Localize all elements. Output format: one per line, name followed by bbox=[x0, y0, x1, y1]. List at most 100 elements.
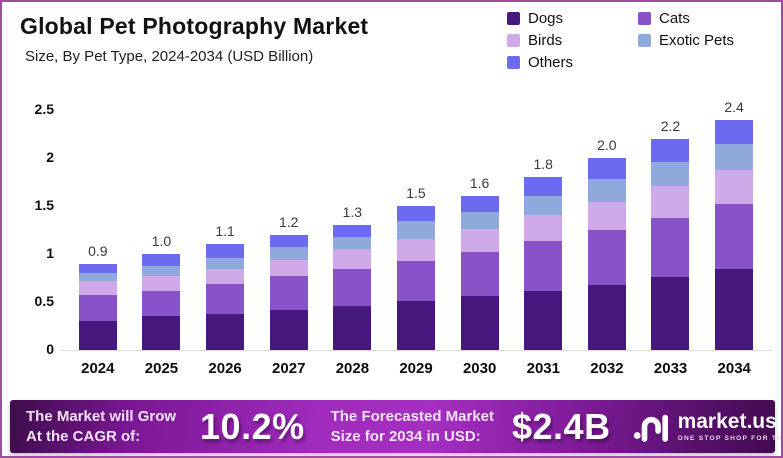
forecast-label-line2: Size for 2034 in USD: bbox=[330, 427, 481, 445]
logo-text-block: market.us ONE STOP SHOP FOR THE REPORTS bbox=[677, 410, 783, 442]
bar-total-label: 1.2 bbox=[278, 213, 299, 230]
bar-2029: 1.5 bbox=[396, 98, 435, 350]
bar-total-label: 1.3 bbox=[342, 204, 363, 221]
bar-total-label: 1.5 bbox=[406, 184, 426, 201]
bar-segment-others bbox=[142, 254, 181, 266]
bar-segment-cats bbox=[269, 276, 308, 310]
bar-segment-others bbox=[460, 196, 499, 212]
x-tick-label: 2029 bbox=[399, 360, 433, 377]
bar-segment-exotic-pets bbox=[142, 265, 181, 277]
bar-segment-others bbox=[587, 158, 626, 180]
bar-segment-others bbox=[78, 263, 117, 274]
bar-segment-cats bbox=[142, 290, 181, 317]
bar-segment-exotic-pets bbox=[715, 143, 754, 170]
bar-segment-cats bbox=[651, 217, 690, 277]
bar-segment-others bbox=[396, 205, 435, 222]
bar-segment-others bbox=[206, 244, 245, 258]
bar-segment-birds bbox=[396, 238, 435, 261]
bar-segment-exotic-pets bbox=[460, 211, 499, 230]
bar-segment-dogs bbox=[206, 313, 245, 350]
legend-item-birds: Birds bbox=[507, 32, 632, 49]
x-tick-label: 2031 bbox=[526, 360, 560, 377]
bar-total-label: 1.6 bbox=[469, 175, 490, 192]
bar-segment-birds bbox=[142, 276, 181, 291]
bar-2032: 2.0 bbox=[587, 98, 626, 350]
bar-segment-others bbox=[651, 138, 690, 162]
bar-total-label: 1.8 bbox=[533, 156, 553, 173]
bar-segment-birds bbox=[333, 249, 372, 270]
y-tick-label: 2.5 bbox=[34, 101, 54, 117]
bar-total-label: 1.0 bbox=[151, 233, 172, 250]
legend-swatch-icon bbox=[507, 12, 520, 25]
bar-segment-dogs bbox=[524, 290, 563, 350]
bar-segment-dogs bbox=[715, 269, 754, 350]
legend-label: Exotic Pets bbox=[659, 32, 735, 49]
bar-segment-birds bbox=[206, 269, 245, 284]
legend-swatch-icon bbox=[507, 34, 520, 47]
x-tick-label: 2028 bbox=[335, 360, 370, 377]
legend-swatch-icon bbox=[638, 12, 651, 25]
bar-segment-birds bbox=[587, 202, 626, 231]
bar-segment-exotic-pets bbox=[333, 236, 372, 250]
bar-segment-exotic-pets bbox=[651, 161, 690, 186]
bar-segment-cats bbox=[333, 269, 372, 306]
x-tick-label: 2027 bbox=[272, 360, 306, 377]
bar-total-label: 1.1 bbox=[215, 223, 235, 240]
logo-name: market.us bbox=[677, 410, 777, 433]
bar-total-label: 2.2 bbox=[660, 117, 681, 134]
bar-segment-exotic-pets bbox=[587, 179, 626, 203]
cagr-label-line2: At the CAGR of: bbox=[26, 427, 141, 445]
bar-2034: 2.4 bbox=[715, 98, 754, 350]
bar-segment-birds bbox=[651, 185, 690, 218]
bar-segment-birds bbox=[715, 169, 754, 205]
legend-label: Others bbox=[528, 54, 574, 71]
bar-segment-dogs bbox=[269, 309, 308, 350]
forecast-label: The Forecasted Market Size for 2034 in U… bbox=[331, 407, 494, 446]
x-tick-label: 2033 bbox=[653, 360, 688, 377]
bar-segment-dogs bbox=[460, 296, 499, 350]
legend-item-cats: Cats bbox=[638, 10, 734, 27]
bar-total-label: 2.0 bbox=[597, 137, 617, 154]
bar-segment-cats bbox=[206, 283, 245, 314]
bar-2028: 1.3 bbox=[333, 98, 372, 350]
market-us-logo: market.us ONE STOP SHOP FOR THE REPORTS bbox=[633, 410, 783, 443]
bar-segment-exotic-pets bbox=[524, 195, 563, 215]
bar-2025: 1.0 bbox=[142, 98, 181, 350]
legend-swatch-icon bbox=[638, 34, 651, 47]
bar-segment-others bbox=[269, 234, 308, 248]
bar-segment-dogs bbox=[651, 277, 690, 350]
x-tick-label: 2034 bbox=[717, 360, 751, 377]
bar-segment-cats bbox=[460, 252, 499, 297]
cagr-label-line1: The Market will Grow bbox=[26, 408, 177, 425]
bar-segment-dogs bbox=[587, 284, 626, 350]
cagr-value: 10.2% bbox=[200, 405, 305, 447]
bar-2027: 1.2 bbox=[269, 98, 308, 350]
bar-segment-dogs bbox=[396, 301, 435, 350]
x-tick-label: 2032 bbox=[590, 360, 624, 377]
bar-segment-birds bbox=[269, 259, 308, 277]
bar-segment-exotic-pets bbox=[396, 221, 435, 239]
y-tick-label: 1.5 bbox=[34, 197, 54, 213]
y-tick-label: 2 bbox=[46, 149, 54, 165]
bar-segment-cats bbox=[78, 295, 117, 322]
bar-total-label: 2.4 bbox=[724, 98, 744, 115]
legend-label: Birds bbox=[528, 32, 563, 49]
cagr-label: The Market will Grow At the CAGR of: bbox=[26, 407, 176, 446]
legend-item-others: Others bbox=[507, 54, 632, 71]
page-subtitle: Size, By Pet Type, 2024-2034 (USD Billio… bbox=[25, 48, 314, 65]
bar-segment-cats bbox=[524, 240, 563, 291]
bar-segment-others bbox=[524, 177, 563, 196]
bar-segment-others bbox=[333, 225, 372, 237]
bar-segment-dogs bbox=[333, 305, 372, 350]
market-us-logo-icon bbox=[633, 414, 668, 442]
y-tick-label: 0 bbox=[46, 341, 54, 357]
y-tick-label: 0.5 bbox=[34, 293, 54, 309]
bar-total-label: 0.9 bbox=[88, 242, 108, 259]
logo-tagline: ONE STOP SHOP FOR THE REPORTS bbox=[677, 435, 783, 442]
bar-segment-others bbox=[715, 119, 754, 144]
chart-legend: Dogs Cats Birds Exotic Pets Others bbox=[507, 10, 734, 71]
forecast-value: $2.4B bbox=[512, 405, 611, 447]
bar-chart-plot: 0.9 1.0 1.1 1.2 1.3 1.5 1.6 1.8 2.0 2.2 2.4 bbox=[66, 98, 766, 350]
page-title: Global Pet Photography Market bbox=[20, 13, 369, 39]
